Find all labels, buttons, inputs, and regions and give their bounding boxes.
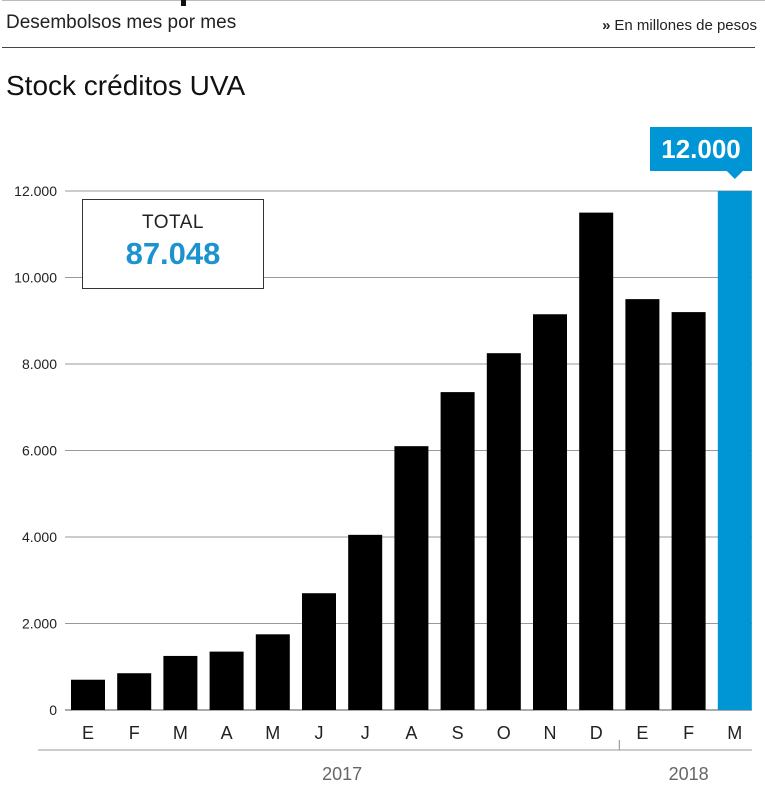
subtitle: Desembolsos mes por mes [6, 12, 237, 33]
unit-note: » En millones de pesos [602, 17, 757, 34]
x-tick-label: O [497, 723, 511, 743]
y-tick-label: 12.000 [14, 183, 57, 199]
y-tick-label: 2.000 [22, 616, 57, 632]
bar [625, 299, 660, 710]
total-label: TOTAL [142, 212, 204, 233]
callout-pointer [726, 171, 743, 179]
y-tick-label: 6.000 [22, 443, 57, 459]
year-label: 2017 [322, 764, 362, 784]
x-tick-label: J [361, 723, 370, 743]
x-tick-label: A [221, 723, 233, 743]
x-tick-label: F [129, 723, 140, 743]
x-tick-label: F [683, 723, 694, 743]
header-rule [2, 47, 755, 48]
bar [302, 593, 336, 710]
bar [255, 634, 290, 710]
unit-note-text: En millones de pesos [614, 17, 757, 34]
x-tick-label: J [315, 723, 324, 743]
bar-highlight [717, 191, 752, 710]
x-tick-label: A [405, 723, 417, 743]
bar [671, 312, 706, 710]
y-tick-label: 0 [49, 702, 57, 718]
y-tick-label: 8.000 [22, 356, 57, 372]
bar [117, 673, 152, 710]
bar [71, 679, 105, 710]
bar [486, 353, 521, 710]
x-tick-label: M [265, 723, 280, 743]
cropped-glyph [181, 0, 186, 6]
bar [440, 392, 475, 710]
y-tick-label: 10.000 [14, 270, 57, 286]
total-value: 87.048 [125, 236, 221, 271]
bar [209, 651, 244, 710]
x-tick-label: N [544, 723, 557, 743]
y-tick-label: 4.000 [22, 529, 57, 545]
highlight-callout [650, 127, 752, 171]
x-tick-label: S [452, 723, 464, 743]
bar [579, 212, 614, 710]
bar [163, 655, 198, 710]
bar [348, 534, 383, 710]
highlight-value-label: 12.000 [661, 134, 741, 164]
x-tick-label: E [636, 723, 648, 743]
x-tick-label: M [727, 723, 742, 743]
x-tick-label: E [82, 723, 94, 743]
x-tick-label: D [590, 723, 603, 743]
bar [533, 314, 567, 710]
unit-marker: » [602, 17, 611, 34]
bar [394, 446, 429, 710]
total-box: TOTAL 87.048 [82, 199, 264, 289]
x-tick-label: M [173, 723, 188, 743]
chart-title: Stock créditos UVA [6, 70, 246, 101]
year-label: 2018 [669, 764, 709, 784]
top-rule [2, 0, 765, 1]
